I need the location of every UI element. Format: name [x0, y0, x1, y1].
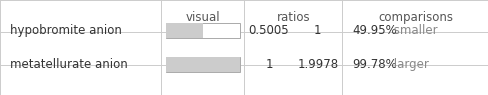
- Text: 1: 1: [264, 58, 272, 71]
- Text: 0.5005: 0.5005: [248, 24, 289, 37]
- Text: metatellurate anion: metatellurate anion: [10, 58, 127, 71]
- Text: 1.9978: 1.9978: [297, 58, 338, 71]
- Text: 99.78%: 99.78%: [351, 58, 396, 71]
- Text: larger: larger: [389, 58, 428, 71]
- Bar: [166, 57, 239, 72]
- Bar: [166, 23, 203, 38]
- Text: visual: visual: [185, 11, 220, 24]
- Text: ratios: ratios: [276, 11, 309, 24]
- Text: 49.95%: 49.95%: [351, 24, 396, 37]
- Bar: [166, 23, 239, 38]
- Text: 1: 1: [313, 24, 321, 37]
- Text: comparisons: comparisons: [377, 11, 452, 24]
- Bar: [166, 57, 239, 72]
- Text: hypobromite anion: hypobromite anion: [10, 24, 122, 37]
- Text: smaller: smaller: [389, 24, 437, 37]
